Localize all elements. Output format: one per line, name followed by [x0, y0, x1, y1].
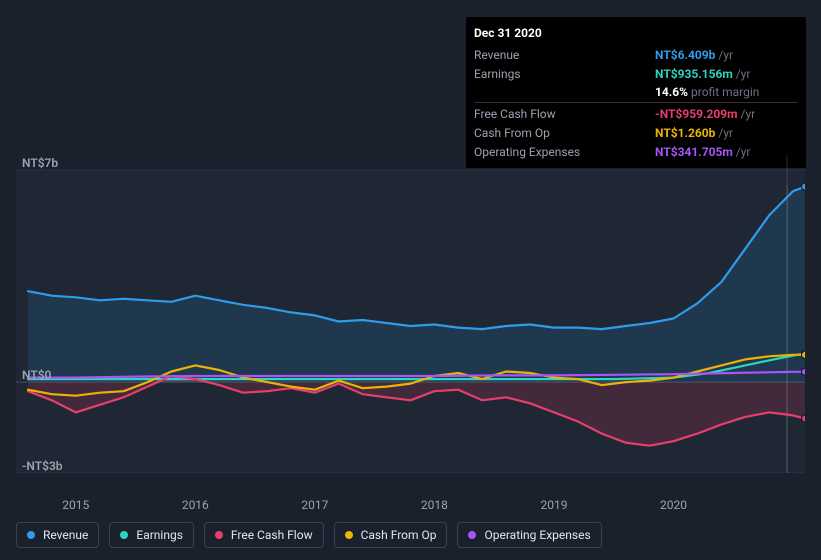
legend-label: Operating Expenses [484, 528, 590, 542]
legend-item-free-cash-flow[interactable]: Free Cash Flow [204, 522, 324, 548]
y-axis-label: NT$0 [22, 368, 51, 382]
legend-dot [345, 531, 353, 539]
legend-label: Earnings [136, 528, 183, 542]
x-axis-label: 2018 [421, 498, 448, 512]
tooltip-value: 14.6% profit margin [655, 83, 798, 102]
x-axis-label: 2019 [540, 498, 567, 512]
x-axis-label: 2017 [301, 498, 328, 512]
tooltip-label [474, 83, 655, 102]
x-axis-label: 2020 [660, 498, 687, 512]
legend-label: Revenue [43, 528, 88, 542]
x-axis-labels: 2015 2016 2017 2018 2019 2020 [16, 498, 805, 512]
tooltip-label: Free Cash Flow [474, 103, 655, 124]
legend-item-cash-from-op[interactable]: Cash From Op [334, 522, 448, 548]
tooltip-date: Dec 31 2020 [474, 23, 798, 46]
y-axis-label: -NT$3b [22, 459, 63, 473]
tooltip-value: NT$1.260b /yr [655, 124, 798, 143]
tooltip-label: Revenue [474, 46, 655, 65]
legend-label: Cash From Op [361, 528, 437, 542]
x-axis-label: 2016 [182, 498, 209, 512]
legend-item-earnings[interactable]: Earnings [109, 522, 194, 548]
chart-legend: Revenue Earnings Free Cash Flow Cash From O… [16, 522, 805, 548]
legend-dot [215, 531, 223, 539]
chart-area[interactable] [16, 155, 805, 498]
tooltip-value: NT$935.156m /yr [655, 65, 798, 84]
chart-tooltip: Dec 31 2020 RevenueNT$6.409b /yrEarnings… [466, 17, 806, 168]
x-axis-label: 2015 [62, 498, 89, 512]
legend-dot [120, 531, 128, 539]
legend-dot [468, 531, 476, 539]
legend-item-operating-expenses[interactable]: Operating Expenses [457, 522, 601, 548]
tooltip-value: -NT$959.209m /yr [655, 103, 798, 124]
y-axis-label: NT$7b [22, 156, 58, 170]
chart-svg [16, 155, 805, 473]
tooltip-table: RevenueNT$6.409b /yrEarningsNT$935.156m … [474, 46, 798, 162]
legend-label: Free Cash Flow [231, 528, 313, 542]
tooltip-value: NT$6.409b /yr [655, 46, 798, 65]
legend-dot [27, 531, 35, 539]
tooltip-label: Cash From Op [474, 124, 655, 143]
legend-item-revenue[interactable]: Revenue [16, 522, 99, 548]
tooltip-label: Earnings [474, 65, 655, 84]
